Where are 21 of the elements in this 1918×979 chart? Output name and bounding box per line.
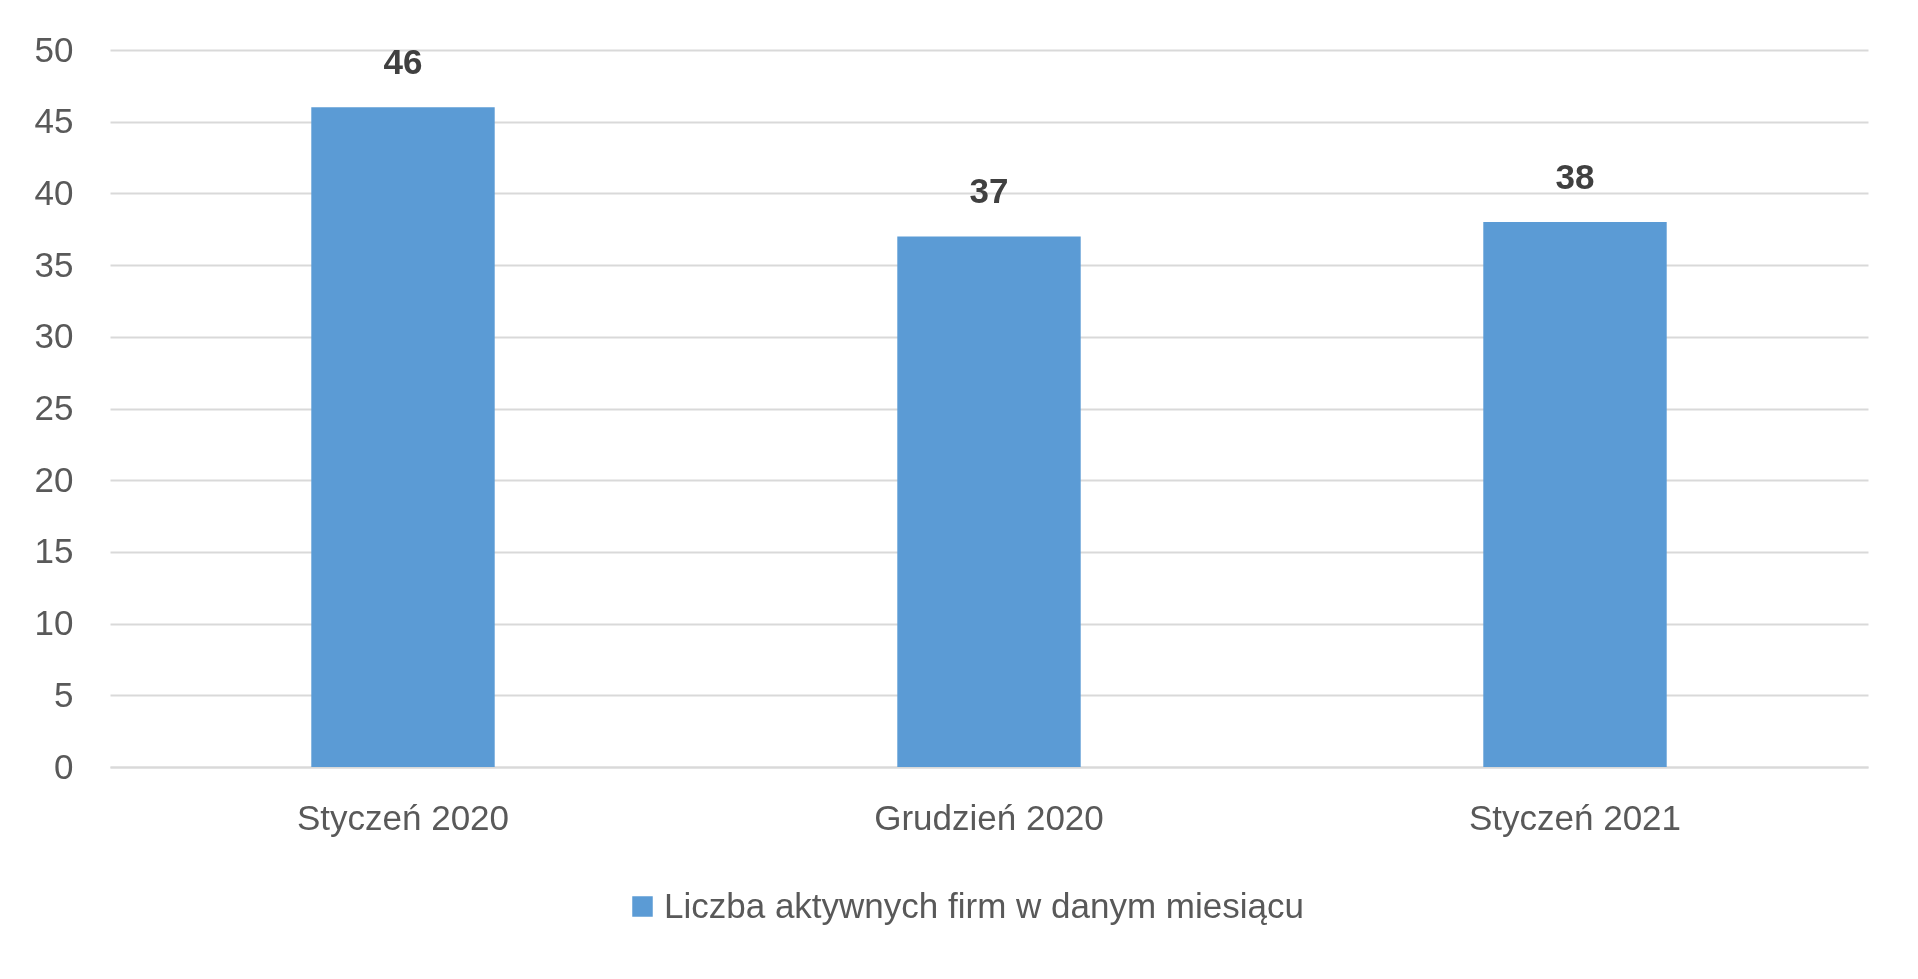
- y-tick-label: 15: [34, 531, 74, 571]
- data-label: 46: [383, 42, 423, 82]
- bar: [1483, 222, 1667, 767]
- y-tick-label: 50: [34, 29, 74, 69]
- y-tick-label: 5: [54, 674, 74, 714]
- x-tick-label: Grudzień 2020: [874, 797, 1104, 837]
- y-tick-label: 0: [54, 746, 74, 786]
- y-tick-label: 40: [34, 172, 74, 212]
- y-tick-label: 45: [34, 101, 74, 141]
- x-tick-label: Styczeń 2020: [296, 797, 510, 837]
- y-tick-label: 10: [34, 603, 74, 643]
- y-tick-label: 30: [34, 316, 74, 356]
- y-tick-label: 25: [34, 388, 74, 427]
- y-tick-label: 35: [34, 244, 74, 284]
- legend-label: Liczba aktywnych firm w danym miesiącu: [664, 885, 1304, 925]
- x-tick-label: Styczeń 2021: [1468, 797, 1682, 837]
- y-tick-label: 20: [34, 459, 74, 499]
- data-label: 37: [969, 171, 1009, 211]
- bar: [897, 236, 1081, 767]
- data-label: 38: [1555, 157, 1595, 197]
- bar: [311, 107, 495, 767]
